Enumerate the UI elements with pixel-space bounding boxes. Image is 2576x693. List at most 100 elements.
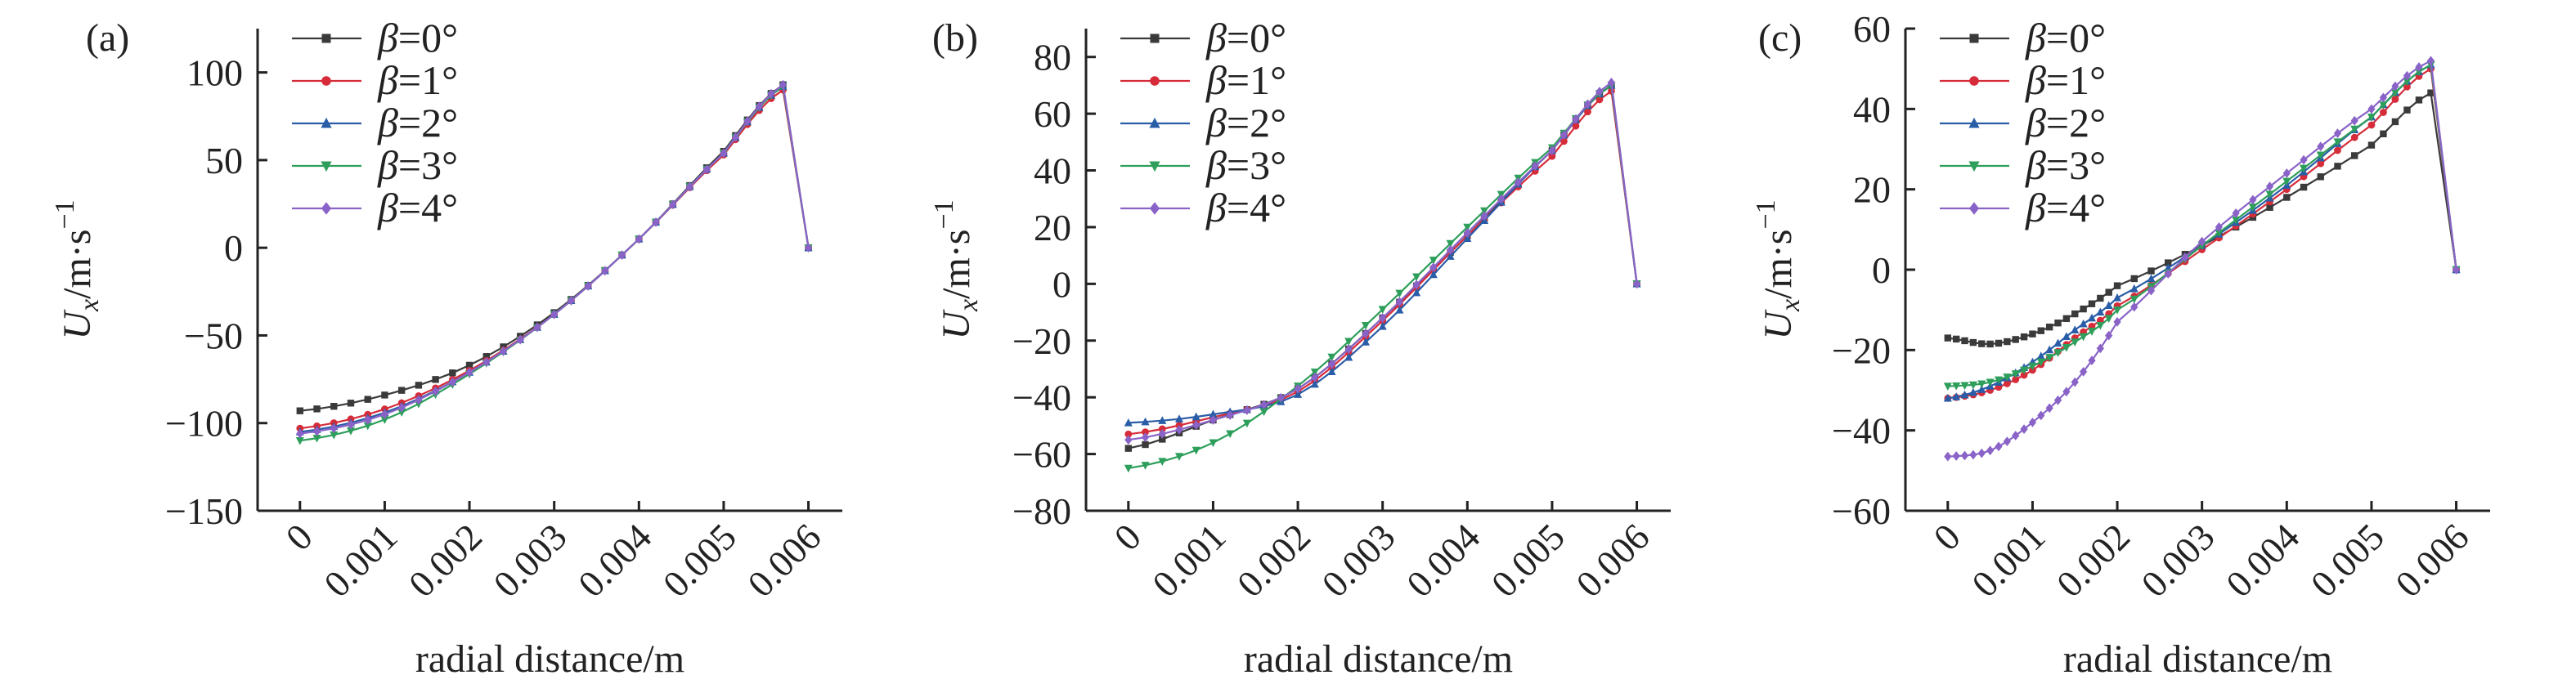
data-point xyxy=(2415,62,2423,72)
data-point xyxy=(2079,333,2088,342)
data-point xyxy=(2071,310,2079,318)
x-tick-label: 0.002 xyxy=(2049,516,2138,605)
data-point xyxy=(1960,382,1969,391)
data-point xyxy=(617,250,626,260)
data-point xyxy=(2071,338,2080,346)
data-point xyxy=(2317,141,2325,152)
data-point xyxy=(2053,395,2062,405)
legend-label: β=4° xyxy=(2025,185,2106,230)
data-point xyxy=(2054,320,2062,327)
data-point xyxy=(2113,293,2122,302)
data-point xyxy=(2300,154,2308,165)
data-point xyxy=(1395,289,1404,298)
data-point xyxy=(2403,78,2412,86)
x-tick-label: 0.005 xyxy=(2303,516,2392,605)
data-point xyxy=(1560,137,1568,145)
legend-marker xyxy=(321,202,332,215)
y-tick-label: 60 xyxy=(1853,8,1891,50)
data-point xyxy=(1943,382,1952,391)
data-point xyxy=(2215,229,2224,238)
data-point xyxy=(1124,435,1133,445)
y-tick-label: 50 xyxy=(205,140,243,181)
data-point xyxy=(465,361,473,369)
data-point xyxy=(767,88,775,99)
data-point xyxy=(415,395,423,405)
data-point xyxy=(1572,122,1580,130)
legend-label: β=3° xyxy=(377,142,458,188)
data-point xyxy=(1310,369,1319,377)
data-point xyxy=(2003,380,2011,387)
data-point xyxy=(2300,183,2308,191)
data-point xyxy=(2087,313,2097,322)
data-point xyxy=(2129,284,2138,293)
data-point xyxy=(1141,417,1150,426)
data-point xyxy=(2198,236,2206,247)
data-point xyxy=(2390,89,2399,97)
data-point xyxy=(1968,381,1977,390)
data-point xyxy=(2062,315,2071,323)
data-point xyxy=(1294,390,1303,398)
data-point xyxy=(1311,372,1319,382)
data-point xyxy=(1446,239,1455,248)
data-point xyxy=(364,396,371,403)
data-point xyxy=(2129,295,2138,304)
data-point xyxy=(1986,445,1995,456)
legend-entry: β=0° xyxy=(1940,15,2106,60)
data-point xyxy=(1595,96,1604,104)
data-point xyxy=(1361,338,1370,346)
data-point xyxy=(2036,358,2045,367)
data-point xyxy=(2248,203,2257,212)
legend-marker xyxy=(1150,76,1160,86)
legend-entry: β=3° xyxy=(1940,142,2106,188)
x-tick-label: 0.004 xyxy=(2218,516,2307,605)
data-point xyxy=(2096,343,2104,354)
data-point xyxy=(1310,379,1319,388)
data-point xyxy=(2045,403,2053,414)
data-point xyxy=(669,199,677,210)
data-point xyxy=(2379,101,2388,110)
data-point xyxy=(1977,448,1986,458)
data-point xyxy=(1209,415,1218,425)
legend-label: β=3° xyxy=(1205,142,1286,188)
data-point xyxy=(1944,451,1952,462)
data-point xyxy=(1174,414,1184,423)
data-point xyxy=(2079,367,2088,377)
data-point xyxy=(2037,327,2044,334)
data-point xyxy=(1209,409,1218,418)
legend-entry: β=1° xyxy=(1120,57,1286,103)
data-point xyxy=(2403,83,2411,91)
data-point xyxy=(1142,428,1149,436)
legend-entry: β=3° xyxy=(1120,142,1286,188)
data-point xyxy=(2164,269,2172,279)
data-point xyxy=(1429,270,1438,279)
data-point xyxy=(2316,151,2325,160)
data-point xyxy=(1159,436,1166,443)
data-point xyxy=(2403,70,2412,81)
data-point xyxy=(2045,323,2053,331)
data-point xyxy=(2232,208,2240,218)
data-point xyxy=(2079,319,2088,328)
y-tick-label: −20 xyxy=(1012,320,1071,362)
x-tick-label: 0.003 xyxy=(2134,516,2223,605)
legend-marker xyxy=(1149,117,1160,128)
legend-marker xyxy=(1150,34,1160,43)
y-tick-label: 60 xyxy=(1034,93,1071,135)
data-point xyxy=(1344,338,1353,346)
data-point xyxy=(2147,267,2155,275)
data-point xyxy=(296,428,304,439)
data-point xyxy=(1960,450,1969,461)
data-point xyxy=(1978,340,1986,347)
data-point xyxy=(432,376,439,383)
series-2 xyxy=(1124,87,1640,438)
data-point xyxy=(2265,190,2274,199)
data-point xyxy=(1379,313,1387,323)
x-tick-label: 0.004 xyxy=(1398,516,1488,605)
data-point xyxy=(1242,419,1251,428)
legend-label: β=2° xyxy=(1205,100,1286,145)
data-point xyxy=(1943,393,1952,402)
data-point xyxy=(449,369,456,377)
data-point xyxy=(2165,259,2172,266)
x-tick-label: 0 xyxy=(1926,516,1968,558)
x-tick-label: 0.001 xyxy=(316,516,405,605)
